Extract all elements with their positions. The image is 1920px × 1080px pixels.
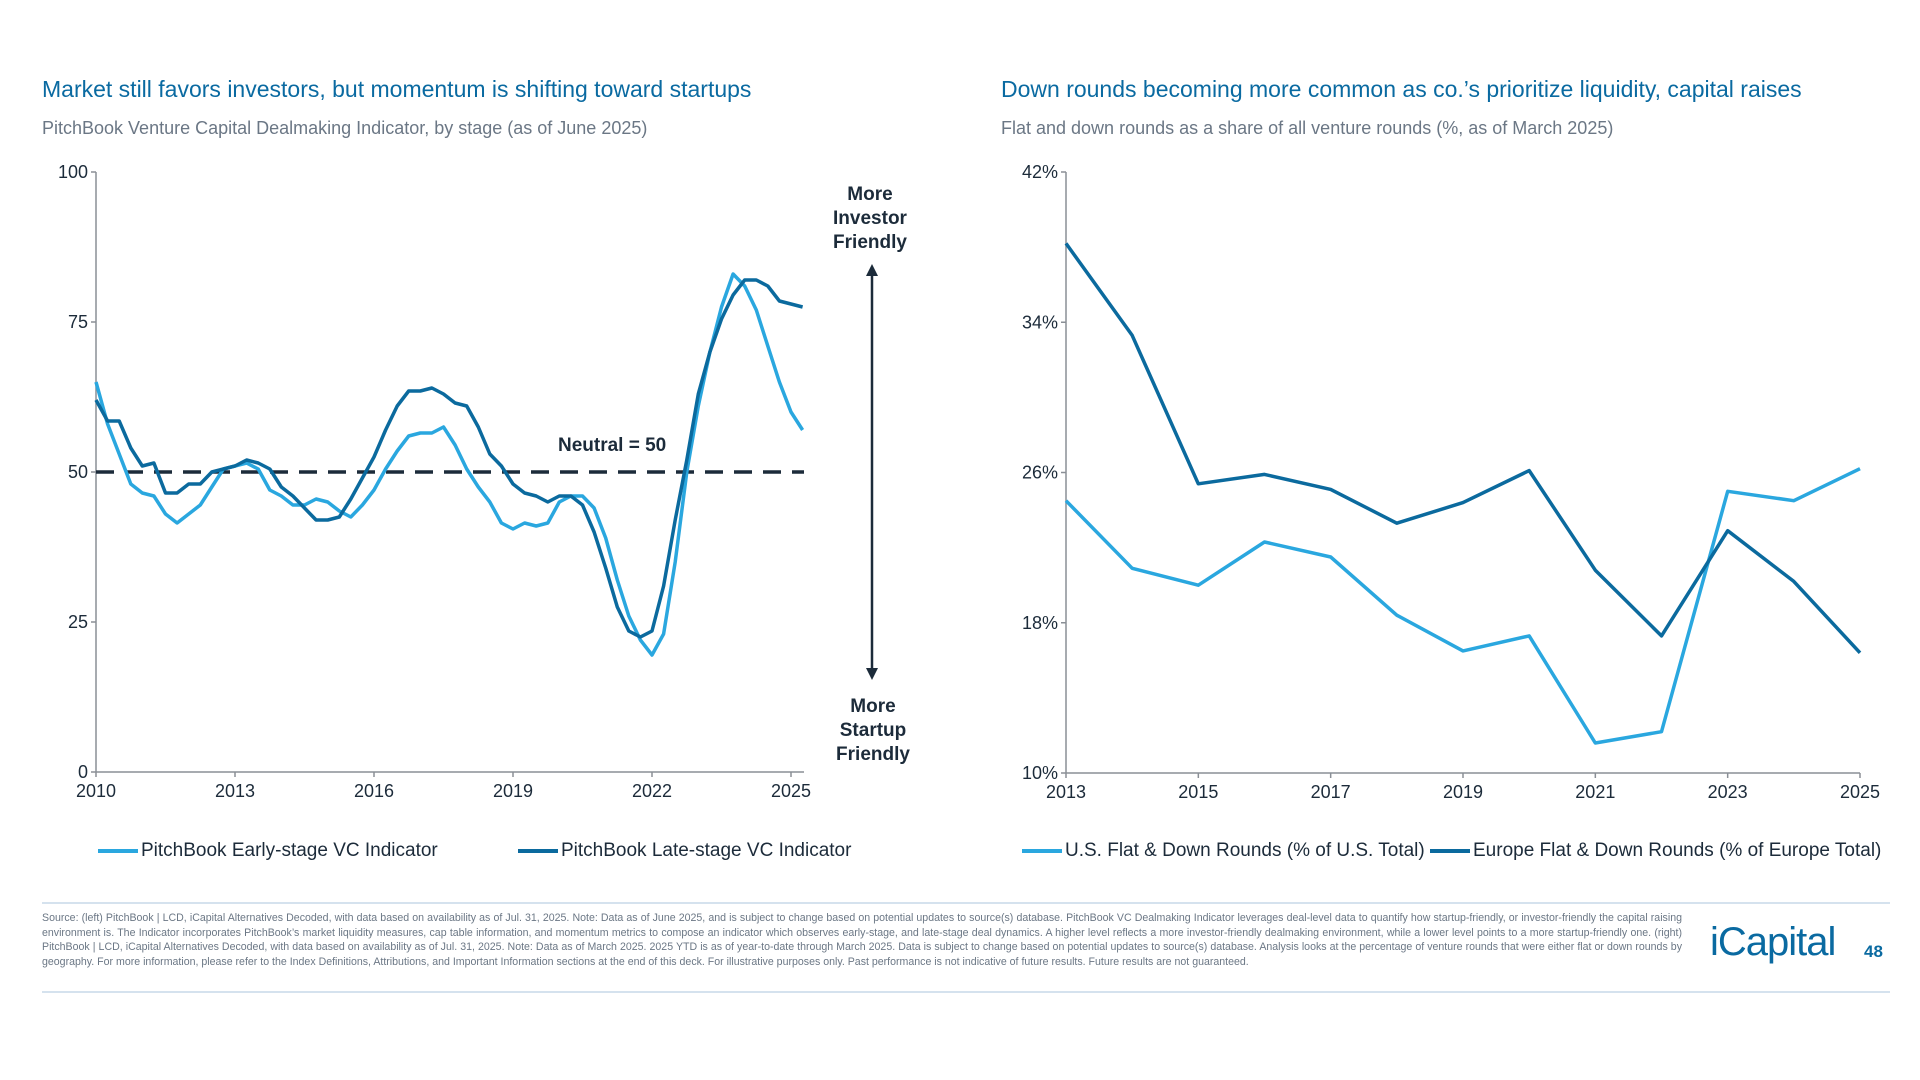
footer-top-divider	[42, 902, 1890, 904]
legend-label-europe: Europe Flat & Down Rounds (% of Europe T…	[1473, 840, 1882, 861]
y-tick-label: 26%	[1022, 463, 1058, 483]
x-tick-label: 2023	[1708, 782, 1748, 802]
y-tick-label: 75	[68, 312, 88, 332]
y-tick-label: 34%	[1022, 312, 1058, 332]
startup-friendly-label-2: Startup	[840, 720, 907, 741]
x-tick-label: 2016	[354, 781, 394, 801]
legend-swatch-us	[1022, 849, 1062, 853]
right-chart-subtitle: Flat and down rounds as a share of all v…	[1001, 118, 1614, 138]
series-line-early-stage	[94, 272, 805, 657]
x-tick-label: 2013	[1046, 782, 1086, 802]
neutral-label: Neutral = 50	[558, 435, 666, 456]
series-line-europe	[1064, 242, 1862, 654]
left-chart-subtitle: PitchBook Venture Capital Dealmaking Ind…	[42, 118, 648, 138]
y-tick-label: 100	[58, 162, 88, 182]
x-tick-label: 2015	[1178, 782, 1218, 802]
x-tick-label: 2019	[493, 781, 533, 801]
footer-bottom-divider	[42, 991, 1890, 993]
legend-us: U.S. Flat & Down Rounds (% of U.S. Total…	[1022, 840, 1425, 862]
investor-friendly-label-2: Investor	[833, 208, 908, 229]
x-tick-label: 2017	[1311, 782, 1351, 802]
x-tick-label: 2025	[771, 781, 811, 801]
y-tick-label: 0	[78, 762, 88, 782]
y-tick-label: 50	[68, 462, 88, 482]
y-tick-label: 42%	[1022, 162, 1058, 182]
right-chart-title: Down rounds becoming more common as co.’…	[1001, 76, 1802, 102]
x-tick-label: 2019	[1443, 782, 1483, 802]
legend-europe: Europe Flat & Down Rounds (% of Europe T…	[1430, 840, 1881, 862]
y-tick-label: 18%	[1022, 613, 1058, 633]
startup-friendly-label-1: More	[850, 696, 895, 717]
x-tick-label: 2021	[1575, 782, 1615, 802]
left-chart-title: Market still favors investors, but momen…	[42, 76, 752, 102]
arrow-down-icon	[866, 668, 878, 680]
x-tick-label: 2010	[76, 781, 116, 801]
y-tick-label: 25	[68, 612, 88, 632]
right-chart: 10% 18% 26% 34% 42% 2013 2015 2017 2019 2021 2023 2…	[1022, 162, 1880, 802]
left-chart: 0 25 50 75 100 2010 2013 2016 2019 2022 2025	[58, 162, 811, 801]
investor-friendly-label-3: Friendly	[833, 232, 907, 253]
legend-label-early: PitchBook Early-stage VC Indicator	[141, 840, 438, 861]
legend-label-late: PitchBook Late-stage VC Indicator	[561, 840, 852, 861]
x-tick-label: 2025	[1840, 782, 1880, 802]
investor-friendly-label-1: More	[847, 184, 892, 205]
startup-friendly-label-3: Friendly	[836, 744, 910, 765]
y-tick-label: 10%	[1022, 763, 1058, 783]
series-line-late-stage	[94, 278, 804, 639]
x-tick-label: 2013	[215, 781, 255, 801]
x-tick-label: 2022	[632, 781, 672, 801]
legend-label-us: U.S. Flat & Down Rounds (% of U.S. Total…	[1065, 840, 1425, 861]
source-footnote: Source: (left) PitchBook | LCD, iCapital…	[42, 912, 1682, 968]
legend-swatch-early	[98, 849, 138, 853]
left-annotations: Neutral = 50 More Investor Friendly More…	[558, 184, 910, 765]
legend-swatch-late	[518, 849, 558, 853]
legend-late-stage: PitchBook Late-stage VC Indicator	[518, 840, 851, 862]
legend-swatch-europe	[1430, 849, 1470, 853]
legend-early-stage: PitchBook Early-stage VC Indicator	[98, 840, 438, 862]
icapital-logo: iCapital	[1710, 920, 1836, 964]
page-number: 48	[1864, 942, 1883, 961]
arrow-up-icon	[866, 264, 878, 276]
series-line-us	[1064, 467, 1861, 745]
